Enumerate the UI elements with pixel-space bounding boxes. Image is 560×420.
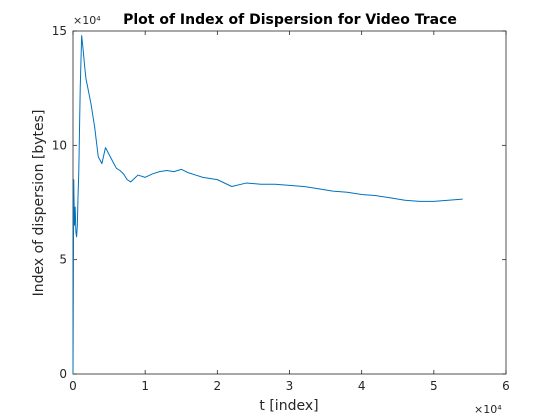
y-axis-multiplier: ×10⁴ [73, 14, 101, 27]
plot-area: 0 1 2 3 4 5 6 0 5 10 15 [52, 24, 510, 393]
x-tick-label-0: 0 [69, 379, 77, 393]
y-tick-label-2: 10 [52, 138, 67, 152]
x-tick-label-4: 4 [358, 379, 366, 393]
y-tick-label-1: 5 [59, 253, 67, 267]
x-axis-multiplier: ×10⁴ [474, 403, 502, 416]
y-tick-label-3: 15 [52, 24, 67, 38]
chart-title: Plot of Index of Dispersion for Video Tr… [123, 12, 457, 28]
axes-box [72, 30, 507, 375]
x-tick-label-3: 3 [286, 379, 294, 393]
x-axis-label: t [index] [259, 398, 318, 414]
x-tick-label-5: 5 [430, 379, 438, 393]
y-tick-label-0: 0 [59, 367, 67, 381]
x-tick-label-1: 1 [141, 379, 149, 393]
x-tick-label-2: 2 [214, 379, 222, 393]
x-tick-label-6: 6 [502, 379, 510, 393]
y-axis-label: Index of dispersion [bytes] [31, 110, 47, 297]
series-line-0 [72, 35, 463, 375]
